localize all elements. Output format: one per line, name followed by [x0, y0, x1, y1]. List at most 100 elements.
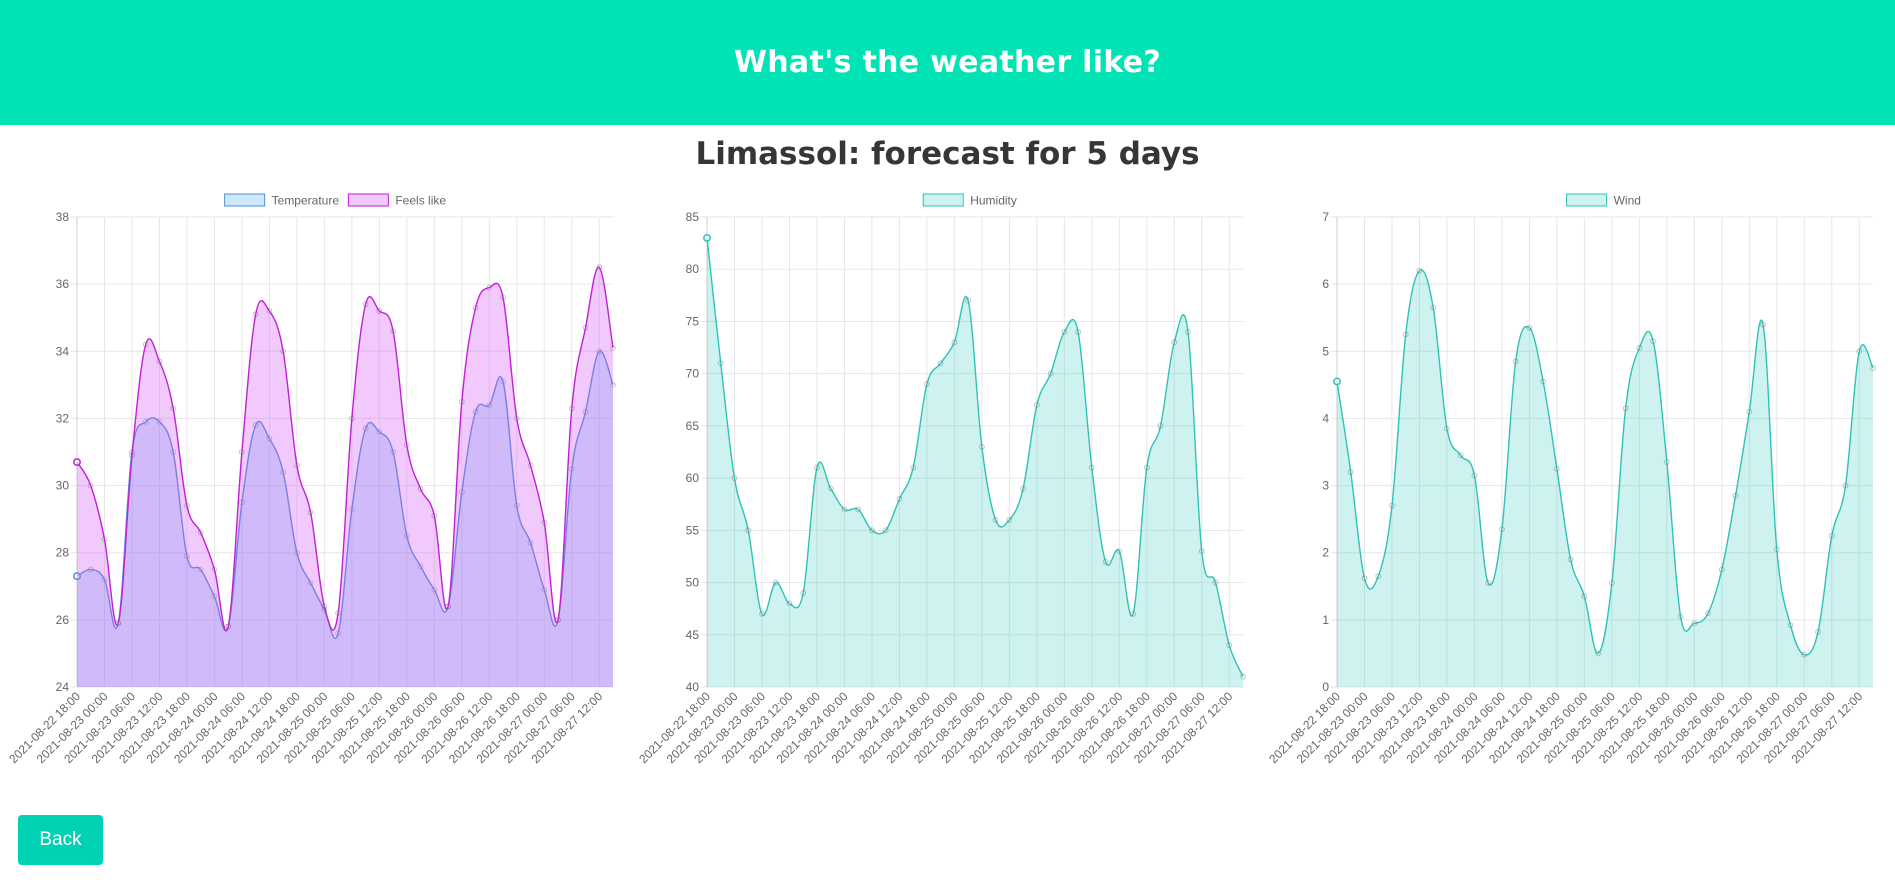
feels-like-point[interactable]: [115, 620, 122, 627]
wind-point[interactable]: [1677, 613, 1684, 620]
wind-point[interactable]: [1608, 580, 1615, 586]
humidity-point[interactable]: [1033, 402, 1040, 408]
humidity-point[interactable]: [841, 506, 848, 513]
temperature-point[interactable]: [239, 499, 245, 506]
back-button[interactable]: Back: [18, 815, 103, 865]
feels-like-point[interactable]: [73, 458, 81, 467]
feels-like-point[interactable]: [417, 486, 424, 492]
wind-point[interactable]: [1663, 459, 1670, 465]
feels-like-point[interactable]: [527, 462, 534, 469]
feels-like-point[interactable]: [500, 294, 506, 301]
wind-point[interactable]: [1444, 425, 1450, 432]
feels-like-point[interactable]: [335, 610, 342, 617]
wind-point[interactable]: [1457, 452, 1464, 459]
feels-like-point[interactable]: [596, 264, 603, 271]
wind-point[interactable]: [1595, 650, 1602, 657]
temperature-point[interactable]: [582, 408, 589, 415]
feels-like-point[interactable]: [170, 405, 177, 412]
wind-point[interactable]: [1512, 358, 1519, 365]
feels-like-point[interactable]: [568, 405, 575, 412]
feels-like-point[interactable]: [445, 603, 451, 610]
wind-point[interactable]: [1333, 377, 1341, 386]
feels-like-point[interactable]: [555, 616, 561, 623]
wind-point[interactable]: [1718, 566, 1725, 573]
feels-like-point[interactable]: [348, 415, 355, 422]
wind-point[interactable]: [1430, 304, 1437, 311]
feels-like-point[interactable]: [225, 623, 232, 630]
feels-like-point[interactable]: [582, 324, 589, 331]
feels-like-point[interactable]: [376, 308, 383, 314]
humidity-point[interactable]: [951, 339, 958, 346]
temperature-point[interactable]: [307, 580, 314, 586]
humidity-point[interactable]: [1212, 579, 1219, 586]
legend-label-wind[interactable]: Wind: [1614, 194, 1641, 208]
humidity-point[interactable]: [1116, 548, 1123, 555]
wind-point[interactable]: [1553, 465, 1560, 472]
humidity-point[interactable]: [703, 233, 711, 242]
feels-like-point[interactable]: [610, 345, 616, 351]
feels-like-point[interactable]: [87, 482, 94, 489]
temperature-point[interactable]: [417, 563, 424, 570]
temperature-point[interactable]: [458, 489, 465, 496]
legend-swatch-feels-like[interactable]: [347, 193, 389, 207]
temperature-point[interactable]: [197, 566, 204, 573]
humidity-point[interactable]: [1171, 339, 1178, 346]
feels-like-point[interactable]: [197, 529, 204, 536]
temperature-point[interactable]: [596, 348, 603, 355]
humidity-point[interactable]: [772, 579, 779, 586]
wind-point[interactable]: [1485, 580, 1492, 586]
wind-point[interactable]: [1870, 365, 1876, 371]
feels-like-point[interactable]: [541, 519, 548, 526]
humidity-point[interactable]: [937, 360, 944, 367]
wind-point[interactable]: [1499, 526, 1505, 533]
temperature-point[interactable]: [170, 449, 177, 455]
temperature-point[interactable]: [403, 533, 410, 539]
temperature-point[interactable]: [280, 469, 287, 476]
wind-point[interactable]: [1402, 331, 1409, 338]
legend-label-temperature[interactable]: Temperature: [272, 194, 340, 208]
temperature-point[interactable]: [362, 425, 369, 432]
legend-swatch-wind[interactable]: [1566, 193, 1608, 207]
temperature-point[interactable]: [293, 549, 300, 556]
wind-point[interactable]: [1705, 610, 1711, 617]
humidity-point[interactable]: [1198, 548, 1205, 555]
humidity-point[interactable]: [1185, 328, 1191, 335]
feels-like-point[interactable]: [101, 536, 108, 543]
feels-like-point[interactable]: [252, 311, 259, 318]
wind-point[interactable]: [1760, 321, 1766, 328]
temperature-point[interactable]: [568, 465, 575, 472]
temperature-point[interactable]: [486, 402, 493, 408]
feels-like-point[interactable]: [239, 449, 245, 455]
wind-point[interactable]: [1842, 482, 1849, 489]
wind-point[interactable]: [1416, 267, 1423, 274]
temperature-point[interactable]: [335, 630, 342, 637]
temperature-point[interactable]: [211, 593, 218, 600]
wind-point[interactable]: [1581, 593, 1588, 600]
humidity-point[interactable]: [1047, 370, 1054, 377]
legend-swatch-temperature[interactable]: [224, 193, 266, 207]
humidity-point[interactable]: [978, 443, 985, 450]
temperature-point[interactable]: [390, 449, 397, 455]
wind-point[interactable]: [1787, 622, 1794, 629]
humidity-point[interactable]: [759, 610, 765, 617]
wind-point[interactable]: [1650, 338, 1657, 345]
feels-like-point[interactable]: [293, 462, 300, 469]
wind-point[interactable]: [1636, 345, 1643, 351]
wind-point[interactable]: [1815, 629, 1821, 635]
humidity-point[interactable]: [992, 516, 999, 523]
feels-like-point[interactable]: [211, 566, 218, 573]
humidity-point[interactable]: [1075, 328, 1081, 335]
humidity-point[interactable]: [1006, 516, 1013, 523]
feels-like-point[interactable]: [129, 452, 135, 459]
humidity-point[interactable]: [896, 496, 903, 502]
wind-point[interactable]: [1801, 651, 1808, 658]
feels-like-point[interactable]: [280, 348, 287, 355]
temperature-point[interactable]: [431, 586, 438, 593]
feels-like-point[interactable]: [156, 358, 163, 365]
wind-point[interactable]: [1732, 492, 1739, 499]
wind-point[interactable]: [1347, 469, 1354, 476]
wind-point[interactable]: [1746, 408, 1753, 415]
feels-like-point[interactable]: [142, 341, 149, 348]
humidity-point[interactable]: [1088, 464, 1095, 471]
humidity-point[interactable]: [855, 506, 862, 513]
